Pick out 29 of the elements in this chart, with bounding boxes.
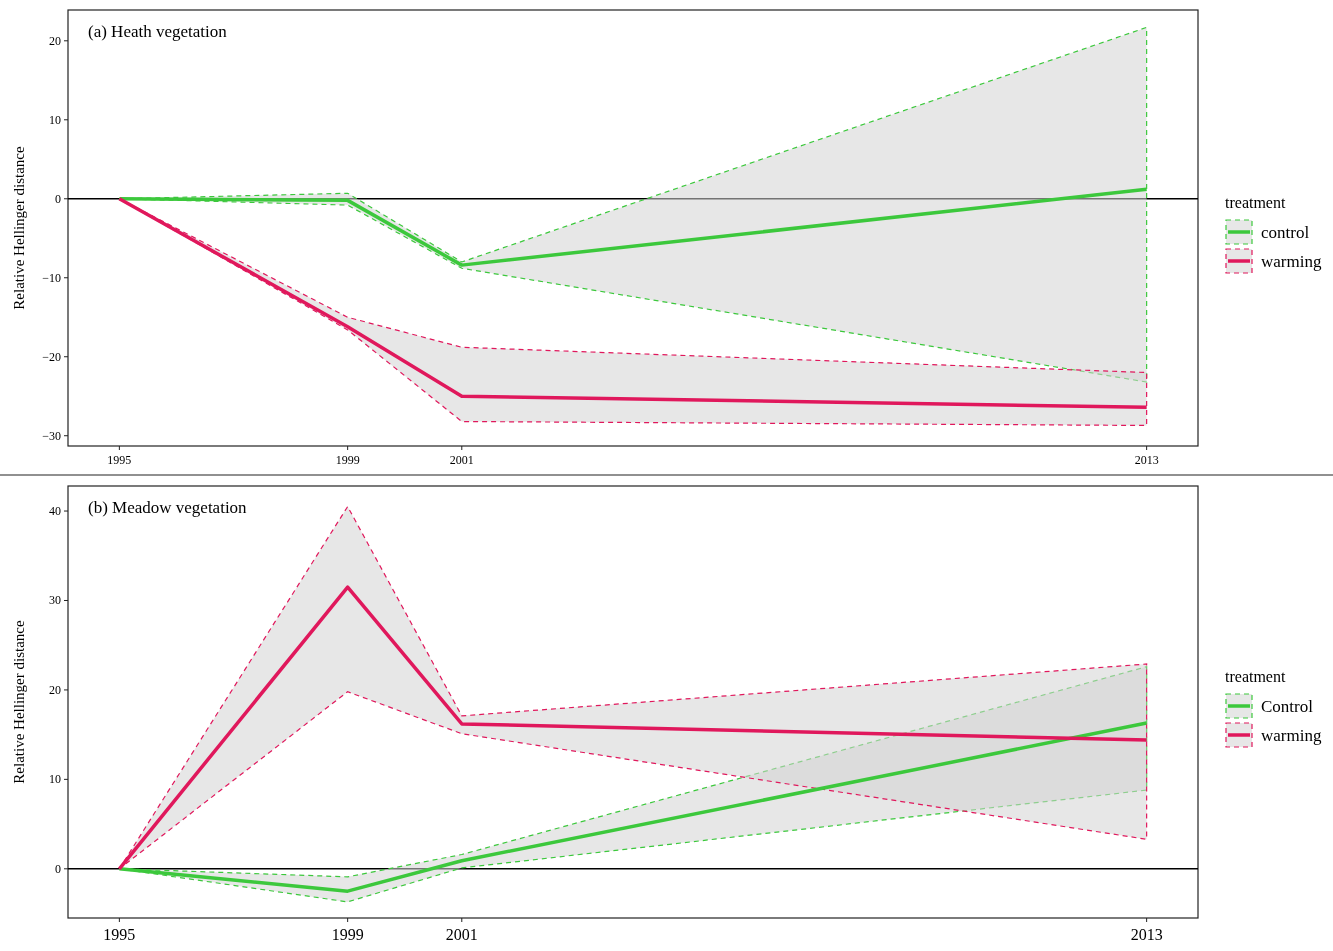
y-tick-label: 20 [49, 33, 61, 48]
y-axis-title: Relative Hellinger distance [11, 146, 27, 310]
y-tick-label: 10 [49, 112, 61, 127]
y-axis-title: Relative Hellinger distance [11, 620, 27, 784]
x-tick-label: 1999 [335, 453, 360, 467]
legend-label: warming [1261, 726, 1322, 745]
y-tick-label: −30 [42, 428, 61, 443]
y-tick-label: 30 [49, 593, 61, 608]
legend-title: treatment [1225, 194, 1286, 211]
x-tick-label: 1995 [107, 453, 132, 467]
legend-title: treatment [1225, 668, 1286, 685]
x-tick-label: 1999 [331, 926, 364, 943]
x-tick-label: 2001 [449, 453, 474, 467]
y-tick-label: 0 [55, 861, 61, 876]
text: (b) Meadow vegetation [88, 498, 248, 517]
text: (a) Heath vegetation [88, 22, 228, 41]
legend-label: Control [1261, 697, 1314, 716]
legend-label: control [1261, 223, 1310, 242]
x-tick-label: 2013 [1134, 453, 1159, 467]
x-tick-label: 1995 [103, 926, 136, 943]
x-tick-label: 2001 [445, 926, 478, 943]
legend-label: warming [1261, 252, 1322, 271]
y-tick-label: −20 [42, 349, 61, 364]
y-tick-label: 0 [55, 191, 61, 206]
y-tick-label: 10 [49, 772, 61, 787]
x-tick-label: 2013 [1130, 926, 1163, 943]
y-tick-label: 20 [49, 682, 61, 697]
y-tick-label: 40 [49, 504, 61, 519]
y-tick-label: −10 [42, 270, 61, 285]
